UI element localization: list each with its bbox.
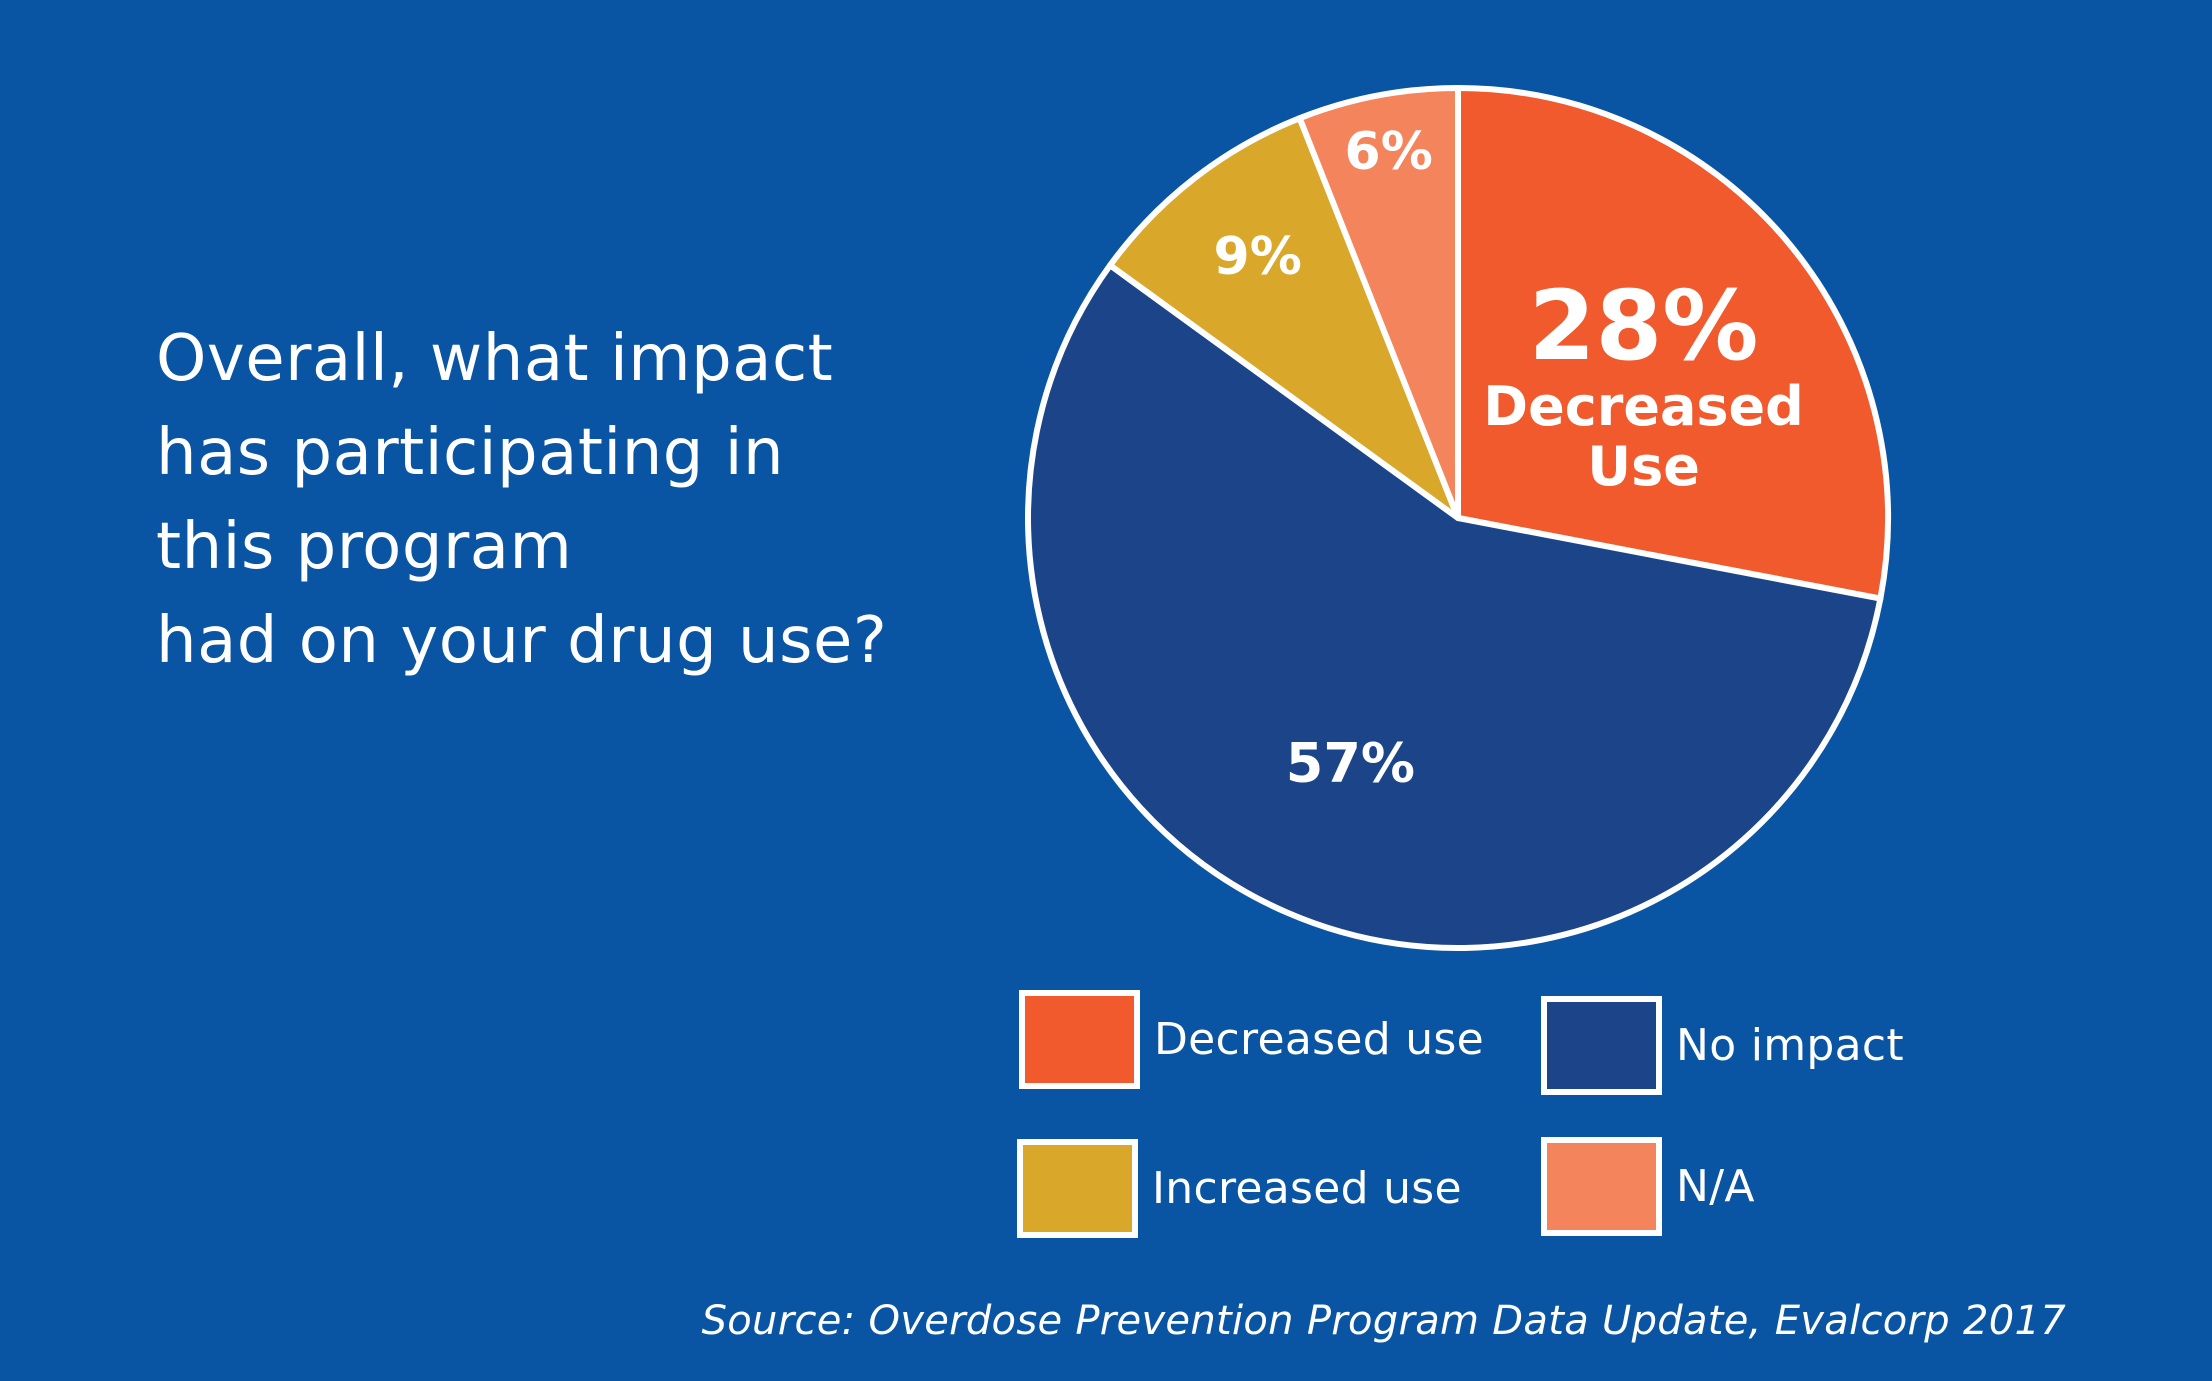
legend-swatch-decreased-use [1019, 989, 1140, 1089]
pie-slice-decreased-use [1455, 85, 1891, 602]
question-line-4: had on your drug use? [156, 604, 888, 678]
legend-label-decreased-use: Decreased use [1154, 1013, 1484, 1065]
pie-slice-no-impact [1025, 262, 1884, 951]
pie-sublabel-decreased-use-2: Use [1587, 435, 1700, 498]
question-line-1: Overall, what impact [156, 322, 834, 396]
legend-item-na: N/A [1541, 1131, 1755, 1241]
pie-label-increased-use: 9% [1214, 227, 1302, 287]
pie-slice-n-a [1296, 85, 1461, 521]
legend-label-na: N/A [1676, 1160, 1755, 1212]
pie-label-n-a: 6% [1345, 122, 1433, 182]
source-citation: Source: Overdose Prevention Program Data… [701, 1298, 2066, 1344]
legend-item-increased-use: Increased use [1017, 1133, 1462, 1243]
question-heading: Overall, what impact has participating i… [156, 312, 956, 688]
pie-slice-increased-use [1107, 115, 1461, 521]
legend-swatch-na [1541, 1136, 1662, 1236]
pie-sublabel-decreased-use-1: Decreased [1483, 375, 1804, 438]
legend-swatch-increased-use [1017, 1138, 1138, 1238]
legend-item-no-impact: No impact [1541, 990, 1904, 1100]
pie-label-decreased-use: 28% [1529, 270, 1759, 382]
pie-label-no-impact: 57% [1286, 731, 1415, 794]
legend-label-increased-use: Increased use [1152, 1162, 1462, 1214]
question-line-2: has participating in [156, 416, 785, 490]
question-line-3: this program [156, 510, 573, 584]
legend-swatch-no-impact [1541, 995, 1662, 1095]
legend-label-no-impact: No impact [1676, 1019, 1904, 1071]
legend-item-decreased-use: Decreased use [1019, 984, 1484, 1094]
